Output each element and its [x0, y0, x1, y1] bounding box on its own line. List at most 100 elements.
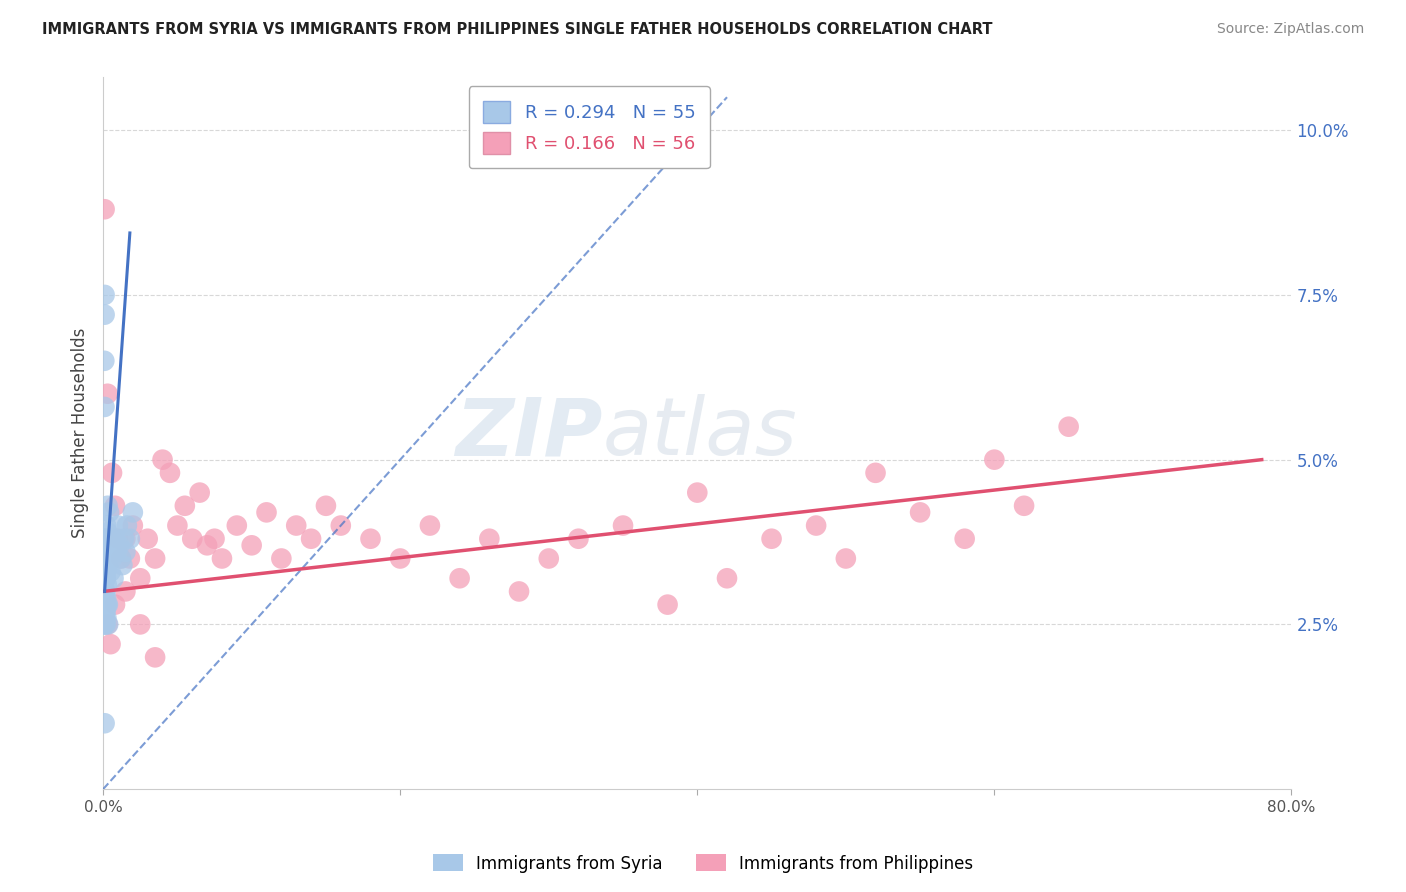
Point [108, 538, 131, 552]
Point [96, 598, 118, 612]
Text: atlas: atlas [602, 394, 797, 472]
Point [93, 532, 115, 546]
Point [94, 584, 117, 599]
Point [93, 565, 115, 579]
Point [104, 598, 127, 612]
Point [110, 551, 132, 566]
Point [804, 518, 827, 533]
Point [285, 518, 308, 533]
Point [419, 518, 441, 533]
Point [686, 485, 709, 500]
Point [118, 551, 141, 566]
Point [129, 617, 152, 632]
Point [908, 505, 931, 519]
Point [94, 518, 117, 533]
Text: IMMIGRANTS FROM SYRIA VS IMMIGRANTS FROM PHILIPPINES SINGLE FATHER HOUSEHOLDS CO: IMMIGRANTS FROM SYRIA VS IMMIGRANTS FROM… [42, 22, 993, 37]
Point [94, 611, 117, 625]
Point [100, 565, 122, 579]
Point [94, 538, 117, 552]
Point [103, 571, 125, 585]
Point [97, 386, 120, 401]
Point [657, 598, 679, 612]
Point [97, 617, 120, 632]
Point [114, 545, 136, 559]
Point [204, 532, 226, 546]
Point [121, 505, 143, 519]
Point [537, 551, 560, 566]
Point [114, 584, 136, 599]
Point [173, 499, 195, 513]
Point [835, 551, 858, 566]
Point [299, 532, 322, 546]
Point [983, 452, 1005, 467]
Point [865, 466, 887, 480]
Point [94, 532, 117, 546]
Point [98, 545, 121, 559]
Point [315, 499, 337, 513]
Text: Source: ZipAtlas.com: Source: ZipAtlas.com [1216, 22, 1364, 37]
Point [240, 538, 263, 552]
Point [195, 538, 218, 552]
Point [96, 598, 118, 612]
Point [256, 505, 278, 519]
Point [329, 518, 352, 533]
Point [152, 452, 174, 467]
Point [188, 485, 211, 500]
Point [97, 525, 120, 540]
Point [93, 598, 115, 612]
Point [115, 518, 138, 533]
Point [101, 466, 124, 480]
Point [143, 650, 166, 665]
Point [100, 532, 122, 546]
Point [181, 532, 204, 546]
Point [508, 584, 530, 599]
Point [107, 518, 129, 533]
Legend: Immigrants from Syria, Immigrants from Philippines: Immigrants from Syria, Immigrants from P… [426, 847, 980, 880]
Point [94, 604, 117, 618]
Point [105, 545, 128, 559]
Point [716, 571, 738, 585]
Point [612, 518, 634, 533]
Point [389, 551, 412, 566]
Point [94, 571, 117, 585]
Point [93, 308, 115, 322]
Point [93, 617, 115, 632]
Point [97, 499, 120, 513]
Text: ZIP: ZIP [456, 394, 602, 472]
Legend: R = 0.294   N = 55, R = 0.166   N = 56: R = 0.294 N = 55, R = 0.166 N = 56 [468, 87, 710, 169]
Point [118, 532, 141, 546]
Point [93, 400, 115, 414]
Point [761, 532, 783, 546]
Point [97, 598, 120, 612]
Point [97, 558, 120, 573]
Point [93, 288, 115, 302]
Point [104, 532, 127, 546]
Point [97, 617, 120, 632]
Point [478, 532, 501, 546]
Point [112, 532, 135, 546]
Point [94, 617, 117, 632]
Point [93, 202, 115, 217]
Point [166, 518, 188, 533]
Point [129, 571, 152, 585]
Point [93, 584, 115, 599]
Point [143, 551, 166, 566]
Point [93, 716, 115, 731]
Point [96, 611, 118, 625]
Point [96, 551, 118, 566]
Point [270, 551, 292, 566]
Point [94, 558, 117, 573]
Point [1057, 419, 1080, 434]
Point [136, 532, 159, 546]
Point [94, 571, 117, 585]
Point [107, 532, 129, 546]
Point [121, 518, 143, 533]
Point [98, 505, 121, 519]
Point [1012, 499, 1035, 513]
Point [93, 353, 115, 368]
Y-axis label: Single Father Households: Single Father Households [72, 328, 89, 539]
Point [211, 551, 233, 566]
Point [93, 551, 115, 566]
Point [953, 532, 976, 546]
Point [93, 571, 115, 585]
